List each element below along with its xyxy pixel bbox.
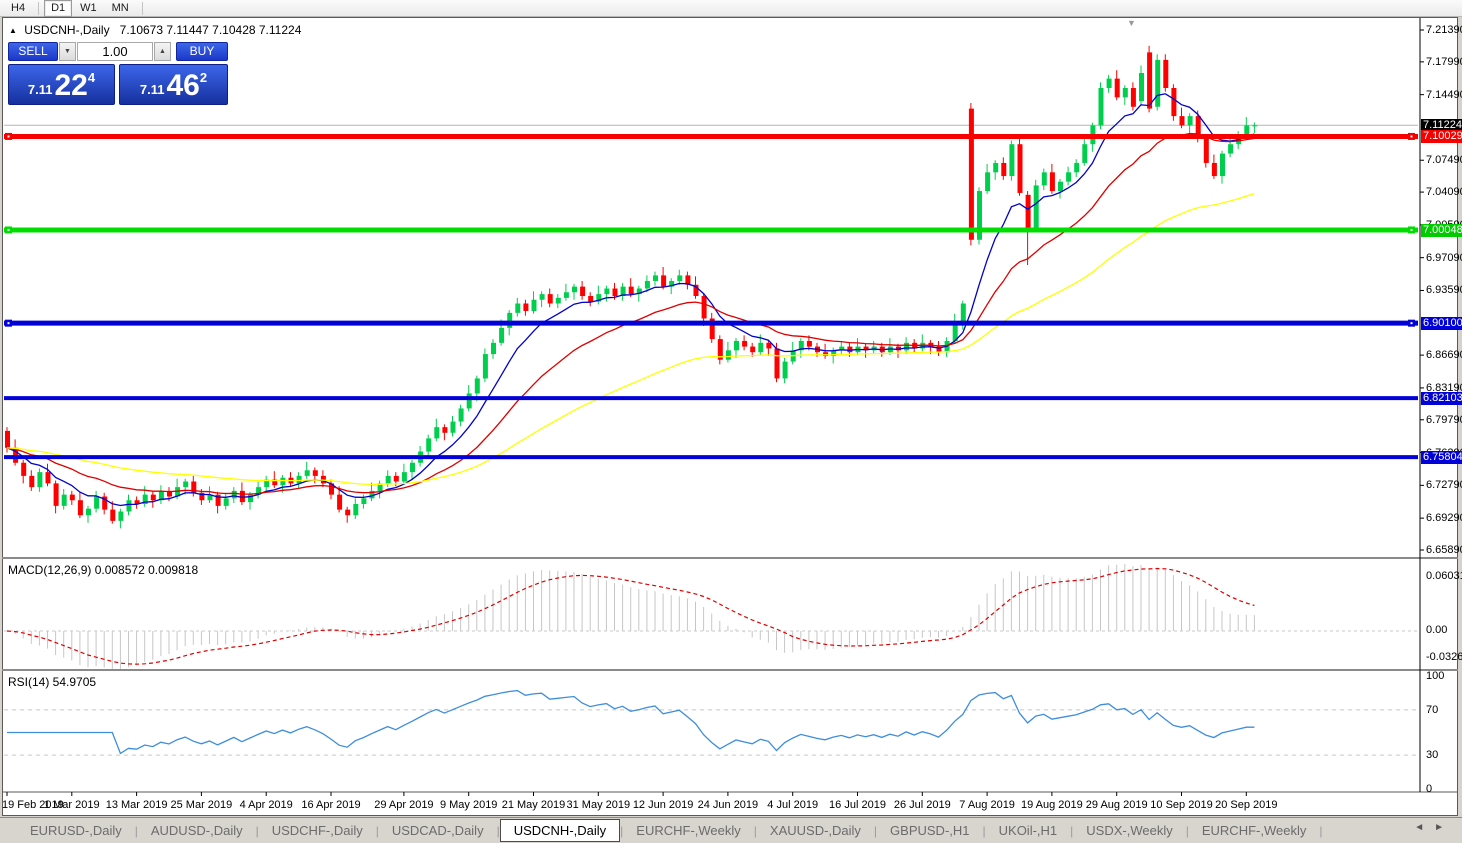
volume-decrease-button[interactable]: ▼ <box>59 42 76 61</box>
ma-mid-line <box>6 132 1255 495</box>
buy-price-button[interactable]: 7.11 46 2 <box>119 64 228 105</box>
buy-price-point: 2 <box>199 70 208 85</box>
timeframe-toolbar: H4 D1 W1 MN <box>0 0 1462 17</box>
tab-separator: | <box>375 823 379 838</box>
tab-scroll-right-icon[interactable]: ► <box>1434 822 1454 833</box>
tab-separator: | <box>1070 823 1074 838</box>
timeframe-button-d1[interactable]: D1 <box>44 0 73 17</box>
chart-tab-usdcad-daily[interactable]: USDCAD-,Daily <box>391 822 484 838</box>
buy-button[interactable]: BUY <box>176 42 228 61</box>
collapse-panel-icon[interactable]: ▲ <box>9 26 17 35</box>
tab-separator: | <box>134 823 138 838</box>
tab-separator: | <box>1185 823 1189 838</box>
sell-price-point: 4 <box>87 70 96 85</box>
macd-histogram <box>14 564 1255 670</box>
chart-tab-eurchf-weekly[interactable]: EURCHF-,Weekly <box>1201 822 1307 838</box>
chart-tab-usdx-weekly[interactable]: USDX-,Weekly <box>1086 822 1173 838</box>
chart-tab-audusd-daily[interactable]: AUDUSD-,Daily <box>150 822 243 838</box>
chart-window <box>2 17 1458 816</box>
chart-symbol-label: USDCNH-,Daily <box>24 23 110 37</box>
chart-tab-eurusd-daily[interactable]: EURUSD-,Daily <box>30 822 122 838</box>
chart-symbol-title: ▲ USDCNH-,Daily 7.10673 7.11447 7.10428 … <box>9 23 301 37</box>
timeframe-button-h4[interactable]: H4 <box>11 1 26 14</box>
ma-slow-line <box>6 192 1255 486</box>
chart-tab-gbpusd-h1[interactable]: GBPUSD-,H1 <box>890 822 970 838</box>
toolbar-separator <box>38 1 40 15</box>
toolbar-separator <box>141 1 143 15</box>
chart-tab-usdcnh-daily[interactable]: USDCNH-,Daily <box>499 819 621 842</box>
rsi-line <box>7 689 1255 755</box>
macd-signal-line <box>6 567 1255 665</box>
chart-ohlc-values: 7.10673 7.11447 7.10428 7.11224 <box>119 23 302 37</box>
tab-separator: | <box>753 823 757 838</box>
tab-separator: | <box>873 823 878 838</box>
sell-price-pips: 22 <box>54 69 88 102</box>
tab-separator: | <box>1319 823 1323 838</box>
chart-tab-usdchf-daily[interactable]: USDCHF-,Daily <box>271 822 363 838</box>
buy-price-pips: 46 <box>166 69 200 102</box>
buy-price-base: 7.11 <box>139 82 165 97</box>
chart-tab-xauusd-daily[interactable]: XAUUSD-,Daily <box>769 822 861 838</box>
ma-fast-line <box>6 93 1255 507</box>
sell-price-base: 7.11 <box>27 82 53 97</box>
hline-handle-dot <box>1410 135 1413 138</box>
sell-price-button[interactable]: 7.11 22 4 <box>8 64 115 105</box>
one-click-trading-panel: SELL ▼ ▲ BUY 7.11 22 4 7.11 46 2 <box>8 42 228 106</box>
tab-separator: | <box>255 823 259 838</box>
timeframe-button-mn[interactable]: MN <box>111 1 129 14</box>
volume-input[interactable] <box>77 42 153 61</box>
chart-tab-ukoil-h1[interactable]: UKOil-,H1 <box>998 822 1058 838</box>
chart-tab-bar: EURUSD-,Daily | AUDUSD-,Daily | USDCHF-,Dail… <box>0 817 1462 843</box>
hline-handle-dot <box>1410 228 1413 231</box>
tab-separator: | <box>982 823 986 838</box>
volume-increase-button[interactable]: ▲ <box>154 42 171 61</box>
chart-tab-eurchf-weekly[interactable]: EURCHF-,Weekly <box>636 822 741 838</box>
tab-scroll-left-icon[interactable]: ◄ <box>1414 822 1435 833</box>
tab-scroll-arrows[interactable]: ◄► <box>1414 822 1454 833</box>
tab-separator: | <box>496 823 500 838</box>
sell-button[interactable]: SELL <box>8 42 58 61</box>
hline-handle-dot <box>7 322 10 325</box>
timeframe-button-w1[interactable]: W1 <box>80 1 97 14</box>
hline-handle-dot <box>7 135 10 138</box>
tab-separator: | <box>620 823 624 838</box>
hline-handle-dot <box>7 228 10 231</box>
hline-handle-dot <box>1410 322 1413 325</box>
